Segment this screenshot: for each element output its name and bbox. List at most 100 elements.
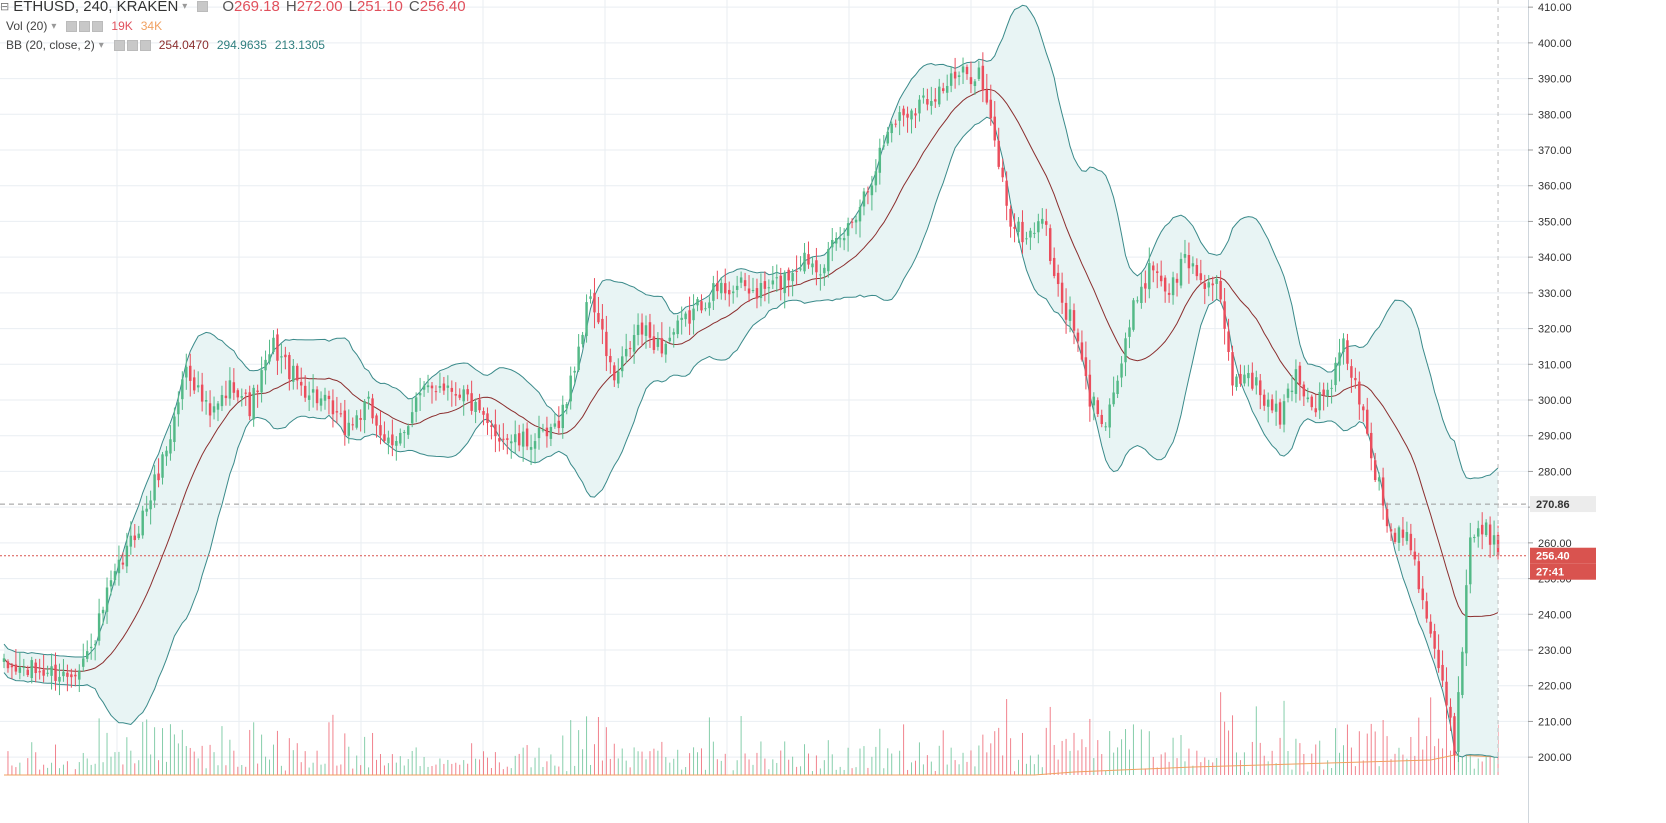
candle-body — [252, 387, 255, 420]
visibility-icon[interactable] — [66, 20, 78, 32]
candle-body — [1306, 397, 1310, 400]
candle-body — [93, 644, 97, 646]
series-title[interactable]: ETHUSD, 240, KRAKEN — [13, 0, 179, 15]
volume-bar — [914, 760, 916, 775]
chevron-down-icon[interactable]: ▾ — [182, 1, 188, 12]
candle-body — [169, 439, 172, 454]
volume-bar — [15, 767, 17, 775]
candle-body — [1480, 524, 1484, 535]
volume-bar — [1473, 768, 1475, 775]
volume-bar — [693, 747, 695, 775]
candle-body — [1163, 277, 1167, 292]
volume-bar — [1327, 760, 1329, 775]
visibility-icon[interactable] — [113, 39, 125, 51]
candle-body — [177, 402, 180, 415]
candle-body — [926, 99, 929, 105]
volume-bar — [189, 747, 191, 775]
candle-body — [949, 73, 953, 86]
volume-bar — [86, 758, 88, 775]
volume-bar — [1303, 754, 1305, 775]
candle-body — [1255, 377, 1258, 386]
volume-bar — [1442, 748, 1444, 775]
candle-body — [941, 88, 945, 92]
volume-bar — [883, 768, 885, 775]
candle-body — [930, 100, 933, 106]
candle-body — [858, 206, 862, 222]
volume-bar — [1335, 728, 1337, 775]
volume-value: 19K — [111, 19, 133, 33]
volume-bar — [122, 764, 124, 775]
volume-bar — [879, 728, 881, 775]
volume-bar — [847, 747, 849, 775]
volume-bar — [245, 766, 247, 775]
volume-bar — [827, 740, 829, 775]
price-axis[interactable]: 200.00210.00220.00230.00240.00250.00260.… — [1528, 0, 1596, 823]
volume-bar — [304, 751, 306, 775]
volume-bar — [851, 768, 853, 775]
candle-body — [827, 249, 830, 272]
close-icon[interactable] — [139, 39, 151, 51]
candle-body — [66, 672, 69, 677]
volume-bar — [475, 758, 477, 775]
candle-body — [585, 302, 588, 337]
volume-bar — [1208, 759, 1210, 775]
axis-tick-label: 220.00 — [1538, 681, 1572, 693]
volume-bar — [704, 769, 706, 775]
candle-body — [1302, 384, 1306, 397]
candle-body — [1064, 302, 1068, 320]
candle-body — [823, 267, 826, 274]
volume-bar — [1390, 759, 1392, 775]
volume-bar — [1025, 763, 1027, 775]
candle-body — [1088, 374, 1092, 407]
chevron-down-icon[interactable]: ▾ — [51, 20, 57, 32]
settings-icon[interactable] — [197, 1, 209, 12]
candle-body — [545, 427, 549, 437]
candle-body — [1191, 263, 1195, 267]
candle-body — [1199, 273, 1203, 281]
candle-body — [577, 346, 580, 370]
volume-bar — [1140, 729, 1142, 775]
bollinger-legend: BB (20, close, 2) ▾ 254.0470 294.9635 21… — [0, 38, 333, 52]
volume-bar — [1180, 735, 1182, 775]
volume-bar — [665, 757, 667, 775]
candle-body — [1437, 649, 1440, 669]
volume-bar — [1315, 744, 1317, 775]
candle-body — [1338, 352, 1341, 366]
candle-body — [58, 676, 61, 682]
volume-bar — [1006, 699, 1008, 775]
candle-body — [747, 288, 751, 294]
volume-bar — [1164, 752, 1166, 775]
candle-body — [113, 571, 117, 581]
candle-body — [173, 416, 176, 442]
volume-bar — [411, 750, 413, 775]
candle-body — [735, 285, 739, 290]
collapse-icon[interactable]: ⊟ — [0, 1, 10, 13]
volume-bar — [804, 744, 806, 775]
candle-body — [593, 293, 596, 313]
volume-bar — [27, 758, 29, 775]
candle-body — [1056, 272, 1060, 285]
volume-study-name[interactable]: Vol (20) — [6, 19, 48, 33]
candle-body — [1140, 286, 1143, 303]
volume-bar — [1172, 737, 1174, 775]
volume-bar — [764, 758, 766, 775]
settings-icon[interactable] — [79, 20, 91, 32]
candle-body — [1457, 692, 1460, 753]
ohlc-close: C256.40 — [408, 0, 466, 15]
volume-bar — [942, 730, 944, 775]
settings-icon[interactable] — [126, 39, 138, 51]
candle-body — [680, 317, 683, 320]
volume-bar — [1057, 759, 1059, 775]
candle-body — [1096, 400, 1100, 415]
chevron-down-icon[interactable]: ▾ — [98, 39, 104, 51]
close-icon[interactable] — [92, 20, 104, 32]
candle-body — [1401, 529, 1405, 538]
bollinger-study-name[interactable]: BB (20, close, 2) — [6, 38, 95, 52]
volume-bar — [1283, 700, 1285, 775]
volume-bar — [47, 767, 49, 775]
volume-bar — [831, 754, 833, 775]
volume-bar — [899, 750, 901, 775]
volume-bar — [280, 765, 282, 775]
volume-bar — [700, 748, 702, 775]
